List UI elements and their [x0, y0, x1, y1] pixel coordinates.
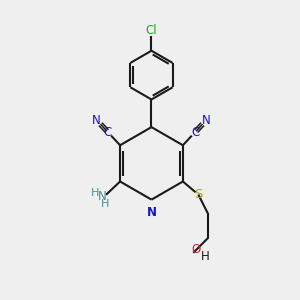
Text: H: H	[91, 188, 99, 198]
Text: O: O	[191, 243, 200, 256]
Text: H: H	[201, 250, 210, 263]
Text: N: N	[146, 206, 157, 219]
Text: N: N	[98, 190, 107, 203]
Text: H: H	[101, 199, 110, 209]
Text: N: N	[202, 114, 211, 127]
Text: S: S	[194, 188, 202, 201]
Text: Cl: Cl	[146, 24, 157, 37]
Text: C: C	[191, 126, 199, 139]
Text: N: N	[92, 114, 101, 127]
Text: C: C	[103, 126, 112, 139]
